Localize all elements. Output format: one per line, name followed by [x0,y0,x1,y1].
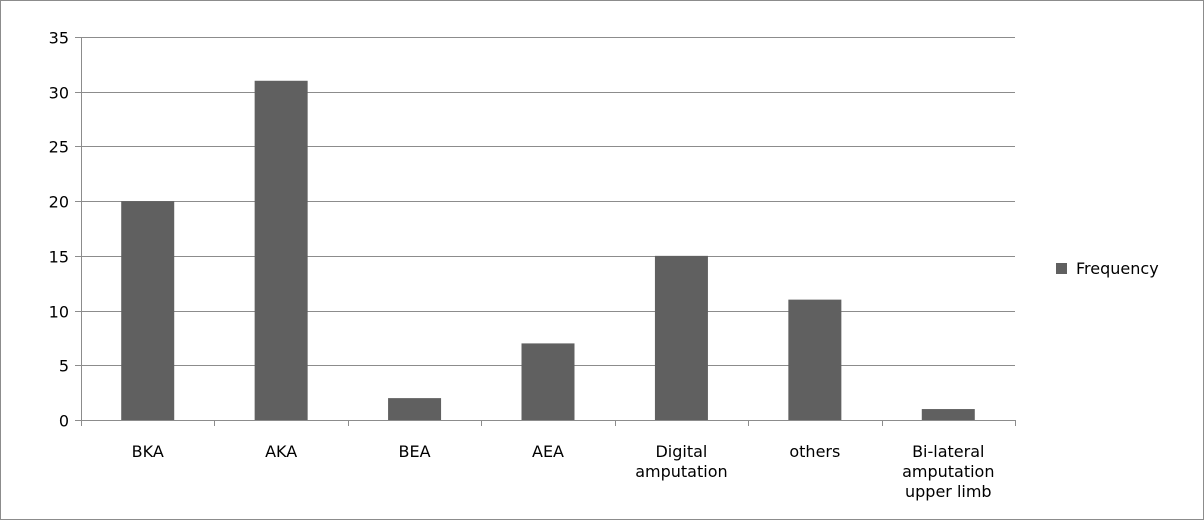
bar-4 [654,255,708,420]
y-tick-label: 25 [49,138,69,157]
x-tick-label: amputation [902,462,994,481]
y-tick-label: 15 [49,248,69,267]
x-tick-label: BKA [132,442,164,461]
x-tick-label: Digital [655,442,707,461]
bar-6 [921,409,975,420]
x-tick-label: amputation [635,462,727,481]
bar-1 [254,80,308,421]
y-tick-label: 10 [49,303,69,322]
x-tick-label: Bi-lateral [912,442,984,461]
axes [81,37,1016,426]
bars [121,80,975,421]
bar-3 [521,343,575,420]
y-tick-label: 5 [59,357,69,376]
bar-5 [788,299,842,420]
x-tick-label: upper limb [905,482,992,501]
y-tick-label: 30 [49,84,69,103]
gridlines [75,37,1015,421]
y-tick-label: 0 [59,412,69,431]
x-tick-label: BEA [399,442,431,461]
y-tick-labels: 0 5 10 15 20 25 30 35 [49,29,69,431]
bar-2 [388,398,442,420]
y-tick-label: 35 [49,29,69,48]
x-tick-label: AKA [265,442,297,461]
legend-swatch [1056,263,1067,274]
legend-label: Frequency [1076,259,1159,278]
x-tick-label: others [789,442,840,461]
x-tick-label: AEA [532,442,564,461]
legend: Frequency [1056,259,1159,278]
bar-0 [121,201,175,420]
y-tick-label: 20 [49,193,69,212]
